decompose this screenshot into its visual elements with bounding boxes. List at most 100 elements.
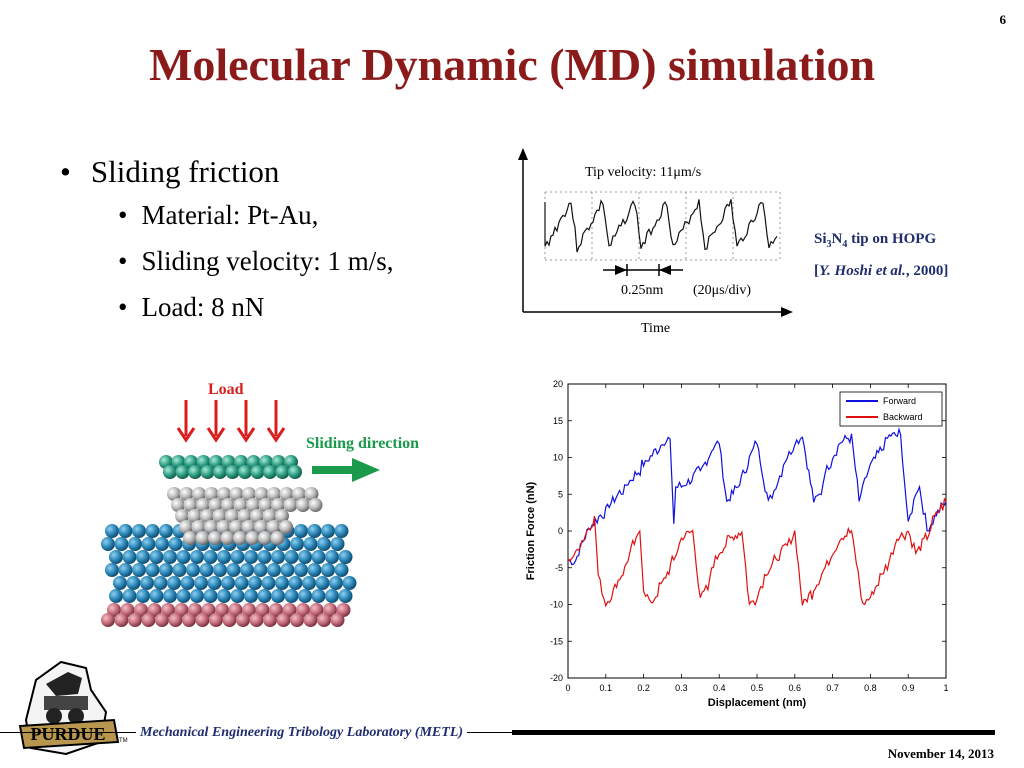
citation-sub-4: 4: [842, 239, 848, 250]
bullet-dot: •: [118, 200, 128, 230]
pt-atom: [284, 589, 299, 603]
pt-atom: [317, 537, 331, 551]
au-atom: [101, 613, 115, 627]
pt-atom: [311, 550, 326, 564]
pt-atom: [132, 563, 146, 577]
pt-atom: [307, 524, 322, 538]
tip-atom: [191, 520, 206, 534]
au-atom: [155, 613, 169, 627]
tip-atom: [208, 498, 223, 512]
tip-velocity-label: Tip velocity: 11μm/s: [585, 165, 701, 180]
pt-atom: [230, 550, 245, 564]
tip-atom: [233, 531, 247, 545]
pt-atom: [194, 576, 208, 590]
au-atom: [236, 613, 250, 627]
au-atom: [276, 613, 291, 627]
spacing-label: 0.25nm: [621, 283, 664, 298]
pt-atom: [140, 576, 154, 590]
pt-atom: [109, 550, 123, 564]
pt-atom: [329, 576, 343, 590]
pt-atom: [159, 524, 173, 538]
pt-atom: [325, 589, 339, 603]
load-label: Load: [208, 381, 244, 398]
pt-atom: [334, 563, 349, 577]
pt-atom: [113, 576, 127, 590]
pt-atom: [105, 563, 119, 577]
pt-atom: [321, 524, 335, 538]
pt-atom: [217, 589, 231, 603]
legend-box: [839, 391, 943, 427]
afm-grid: [544, 191, 781, 261]
pt-atom: [307, 563, 322, 577]
au-atom: [141, 613, 156, 627]
y-tick-label: 15: [553, 416, 563, 426]
tip-atom: [167, 487, 181, 501]
bullet-sub-2: • Sliding velocity: 1 m/s,: [118, 246, 393, 277]
pt-atom: [155, 537, 169, 551]
pt-atom: [217, 550, 231, 564]
pt-atom: [221, 576, 235, 590]
pt-atom: [145, 524, 160, 538]
tip-atom: [246, 498, 260, 512]
pt-atom: [101, 537, 115, 551]
tip-atom: [292, 487, 306, 501]
au-atom: [330, 613, 345, 627]
tip-atom: [196, 498, 210, 512]
x-tick-label: 0.4: [713, 683, 726, 693]
au-atom: [114, 613, 129, 627]
tip-atom: [242, 487, 256, 501]
tip-atom: [254, 487, 269, 501]
citation-si: Si: [814, 231, 827, 247]
tip-atom: [279, 520, 293, 534]
tip-atom: [179, 487, 194, 501]
au-atom: [303, 613, 318, 627]
bullet-dot: •: [118, 246, 128, 276]
tip-top-atom: [263, 465, 277, 479]
tip-atom: [183, 498, 198, 512]
pt-atom: [141, 537, 156, 551]
citation-line-1: Si3N4 tip on HOPG: [814, 226, 948, 258]
pt-atom: [294, 524, 308, 538]
pt-atom: [253, 563, 268, 577]
x-tick-label: 0.3: [675, 683, 688, 693]
pt-atom: [334, 524, 349, 538]
pt-atom: [203, 550, 218, 564]
spacing-arrow-left: [615, 265, 627, 275]
logo-tm: TM: [119, 738, 128, 744]
pt-atom: [149, 550, 164, 564]
citation-n: N: [831, 231, 843, 247]
chart-lines: [567, 427, 947, 608]
pt-atom: [105, 524, 119, 538]
legend-forward-label: Forward: [883, 396, 916, 406]
tip-atom: [233, 498, 248, 512]
x-tick-label: 0.1: [600, 683, 613, 693]
tip-atom: [258, 531, 272, 545]
tip-atom: [229, 520, 243, 534]
slide-title: Molecular Dynamic (MD) simulation: [148, 39, 876, 90]
tip-atom: [237, 509, 252, 523]
tip-atom: [308, 498, 323, 512]
tip-top-atom: [288, 465, 302, 479]
tip-atom: [208, 531, 222, 545]
pt-atom: [248, 576, 262, 590]
load-arrows: [176, 400, 286, 443]
legend-backward-label: Backward: [883, 412, 923, 422]
pt-atom: [213, 563, 227, 577]
tip-atom: [271, 498, 285, 512]
pt-atom: [136, 550, 150, 564]
tip-atom: [179, 520, 193, 534]
pt-atom: [190, 550, 204, 564]
au-atom: [168, 613, 183, 627]
au-atom: [317, 613, 331, 627]
plot-area: [567, 383, 947, 679]
au-atom: [209, 613, 223, 627]
pt-atom: [275, 576, 289, 590]
tip-top-atom: [250, 465, 265, 479]
tip-atom: [275, 509, 289, 523]
citation-author: Y. Hoshi et al.: [819, 263, 906, 279]
chart-ticks: 0 0.1 0.2 0.3 0.4 0.5 0.6 0.7 0.8 0.9 1 -20 -15 -10 -5…: [550, 379, 949, 693]
citation: Si3N4 tip on HOPG [Y. Hoshi et al., 2000…: [814, 226, 948, 284]
pt-atom: [163, 550, 177, 564]
bullet-dot: •: [118, 292, 128, 322]
pt-atom: [298, 550, 312, 564]
